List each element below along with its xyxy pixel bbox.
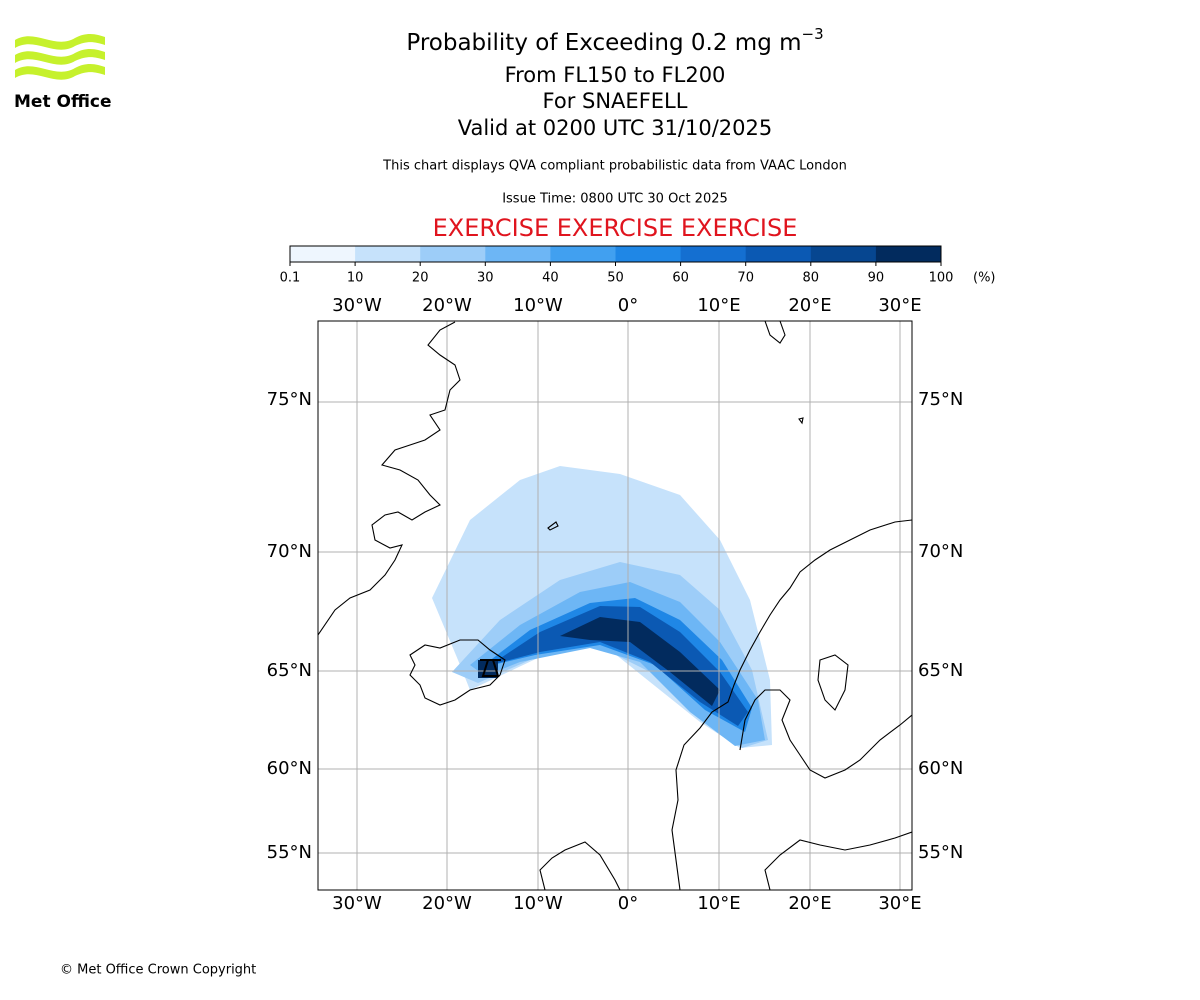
lon-label: 20°E (788, 893, 831, 914)
title-superscript: −3 (802, 25, 824, 43)
colorbar-tick-label: 30 (477, 271, 494, 286)
lat-label: 70°N (267, 541, 312, 562)
lon-label: 0° (618, 295, 638, 316)
coastlines (318, 321, 912, 890)
lon-label: 10°W (513, 893, 563, 914)
subtitle: From FL150 to FL200 (505, 63, 726, 87)
lat-label: 60°N (267, 758, 312, 779)
exercise-banner: EXERCISE EXERCISE EXERCISE (433, 214, 798, 242)
lon-label: 10°E (697, 893, 740, 914)
lon-label: 30°W (332, 295, 382, 316)
colorbar-bin (615, 246, 682, 262)
map-frame (317, 320, 913, 891)
colorbar-bin (355, 246, 421, 262)
colorbar-tick-label: 50 (607, 271, 624, 286)
title: Probability of Exceeding 0.2 mg m−3 (406, 25, 823, 56)
colorbar: 0.1 10 20 30 40 50 60 70 80 90 100 (280, 245, 954, 286)
colorbar-bin (680, 246, 747, 262)
colorbar-tick-label: 20 (412, 271, 429, 286)
colorbar-bin (485, 246, 551, 262)
lat-label: 75°N (267, 389, 312, 410)
colorbar-bin (875, 246, 942, 262)
lat-label: 65°N (918, 660, 963, 681)
lon-label: 0° (618, 893, 638, 914)
lat-label: 55°N (267, 842, 312, 863)
copyright: © Met Office Crown Copyright (60, 963, 256, 978)
title-text: Probability of Exceeding 0.2 mg m (406, 30, 801, 56)
colorbar-bin (550, 246, 616, 262)
note: This chart displays QVA compliant probab… (382, 159, 847, 174)
colorbar-tick-label: 40 (542, 271, 559, 286)
lon-label: 20°E (788, 295, 831, 316)
lon-label: 30°E (878, 893, 921, 914)
colorbar-bin (745, 246, 812, 262)
volcano-symbol (480, 659, 501, 677)
lon-label: 10°W (513, 295, 563, 316)
lon-label: 20°W (422, 893, 472, 914)
colorbar-unit: (%) (973, 271, 996, 286)
map-labels: 30°W 30°W 20°W 20°W 10°W 10°W 0° 0° 10°E 10°E 20°E… (267, 295, 964, 914)
map (318, 321, 912, 890)
colorbar-bin (810, 246, 877, 262)
lat-label: 75°N (918, 389, 963, 410)
lon-label: 10°E (697, 295, 740, 316)
colorbar-bin (420, 246, 486, 262)
colorbar-tick-label: 80 (803, 271, 820, 286)
lat-label: 60°N (918, 758, 963, 779)
colorbar-tick-label: 90 (868, 271, 885, 286)
logo-text: Met Office (14, 92, 112, 112)
lon-label: 20°W (422, 295, 472, 316)
lon-label: 30°E (878, 295, 921, 316)
colorbar-tick-label: 60 (672, 271, 689, 286)
colorbar-tick-label: 10 (347, 271, 364, 286)
ash-plume (432, 466, 772, 748)
subtitle: Valid at 0200 UTC 31/10/2025 (458, 116, 773, 140)
lat-label: 70°N (918, 541, 963, 562)
colorbar-bin (290, 246, 356, 262)
lat-label: 65°N (267, 660, 312, 681)
issue-time: Issue Time: 0800 UTC 30 Oct 2025 (502, 192, 728, 207)
subtitle: For SNAEFELL (543, 89, 688, 113)
colorbar-tick-label: 70 (737, 271, 754, 286)
lon-label: 30°W (332, 893, 382, 914)
gridlines (318, 321, 912, 890)
colorbar-tick-label: 0.1 (280, 271, 301, 286)
lat-label: 55°N (918, 842, 963, 863)
colorbar-tick-label: 100 (929, 271, 954, 286)
logo: Met Office (14, 34, 112, 112)
